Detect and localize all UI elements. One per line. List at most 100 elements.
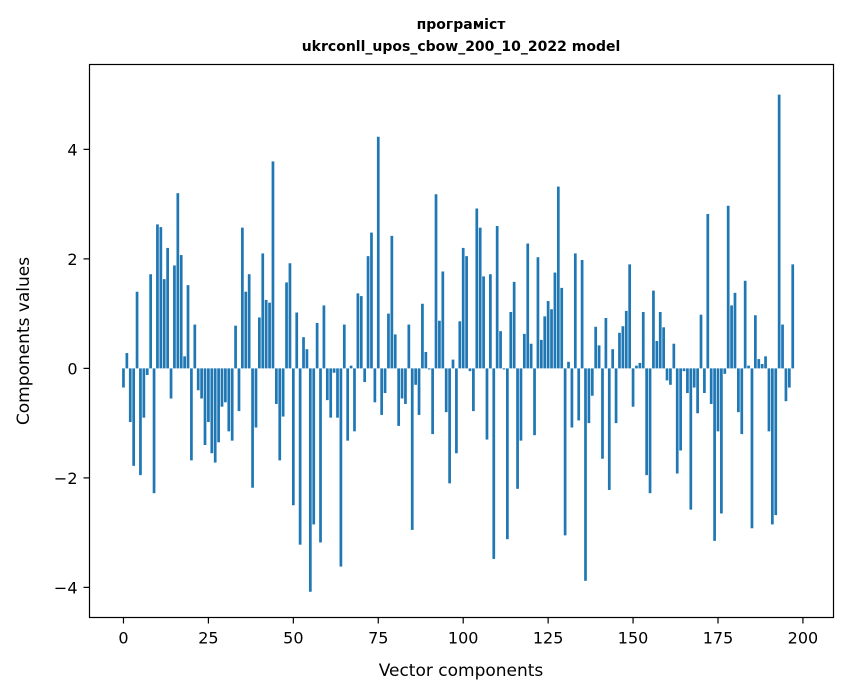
bar — [655, 341, 659, 369]
bar — [737, 368, 740, 413]
bar — [298, 368, 302, 545]
bar — [577, 368, 581, 421]
bar — [614, 368, 618, 424]
bar — [570, 368, 574, 428]
bar — [203, 368, 207, 446]
bar — [417, 368, 421, 415]
bar — [590, 368, 594, 396]
bar — [125, 353, 129, 369]
bars-group — [122, 94, 795, 592]
bar — [767, 368, 771, 432]
bar — [186, 285, 190, 369]
bar — [421, 303, 424, 369]
bar — [475, 208, 479, 369]
bar — [709, 368, 713, 404]
bar — [682, 368, 686, 372]
bar — [162, 279, 166, 369]
bar — [383, 368, 387, 394]
bar — [760, 363, 764, 369]
x-axis-ticks: 0 25 50 75 100 125 150 175 200 — [118, 617, 818, 648]
bar — [516, 368, 519, 489]
bar — [247, 274, 251, 369]
bar — [662, 327, 665, 369]
bar — [563, 368, 567, 536]
bar — [519, 368, 523, 441]
bar — [770, 368, 774, 525]
bar — [319, 368, 322, 543]
bar — [560, 287, 564, 369]
bar — [584, 368, 587, 581]
bar — [774, 368, 778, 516]
bar — [274, 368, 278, 404]
bar — [645, 368, 649, 476]
x-tick-label: 25 — [198, 629, 218, 648]
bar — [448, 368, 451, 484]
bar — [268, 302, 271, 369]
x-tick-label: 175 — [703, 629, 734, 648]
bar — [264, 299, 268, 369]
bar — [618, 332, 621, 369]
bar — [764, 356, 767, 369]
bar — [777, 94, 781, 369]
bar — [373, 368, 377, 403]
bar — [166, 247, 169, 369]
bar — [393, 334, 397, 369]
bar — [336, 368, 339, 418]
bar — [539, 339, 543, 369]
bar — [380, 368, 384, 415]
y-axis-ticks: −4 −2 0 2 4 — [54, 140, 90, 597]
bar — [230, 368, 234, 441]
bar — [499, 331, 502, 369]
bar — [196, 368, 200, 391]
bar — [251, 368, 254, 488]
bar — [669, 368, 672, 385]
bar — [376, 136, 380, 369]
bar — [567, 361, 570, 369]
bar — [509, 311, 513, 369]
bar — [791, 264, 795, 369]
bar — [244, 291, 248, 369]
bar — [295, 312, 299, 369]
bar — [271, 161, 275, 369]
bar — [342, 324, 346, 369]
bar — [410, 368, 414, 530]
bar — [152, 368, 156, 494]
bar — [220, 368, 224, 407]
bar — [482, 276, 485, 369]
x-tick-label: 0 — [118, 629, 128, 648]
x-tick-label: 125 — [533, 629, 564, 648]
bar — [438, 320, 441, 369]
bar — [489, 274, 492, 369]
bar — [553, 272, 557, 369]
bar — [387, 313, 390, 369]
bar — [288, 263, 292, 369]
bar — [784, 368, 788, 402]
bar — [424, 351, 428, 369]
bar — [723, 368, 727, 374]
bar — [312, 368, 316, 525]
bar — [611, 349, 615, 369]
bar — [492, 368, 496, 559]
bar — [580, 259, 584, 369]
bar — [750, 368, 754, 529]
bar — [308, 368, 312, 592]
bar — [621, 326, 625, 369]
bar — [594, 326, 598, 369]
bar — [502, 368, 506, 370]
bar — [512, 281, 516, 369]
bar — [679, 368, 682, 451]
x-tick-label: 150 — [618, 629, 649, 648]
x-tick-label: 75 — [368, 629, 388, 648]
bar — [628, 264, 632, 369]
bar — [258, 317, 261, 369]
bar — [556, 186, 560, 369]
bar — [315, 322, 319, 369]
bar — [285, 282, 288, 369]
bar — [703, 368, 706, 394]
bar — [692, 368, 696, 388]
bar — [730, 305, 733, 369]
bar — [183, 356, 186, 369]
bar — [128, 368, 132, 423]
bar — [213, 368, 217, 463]
bar — [179, 255, 183, 369]
